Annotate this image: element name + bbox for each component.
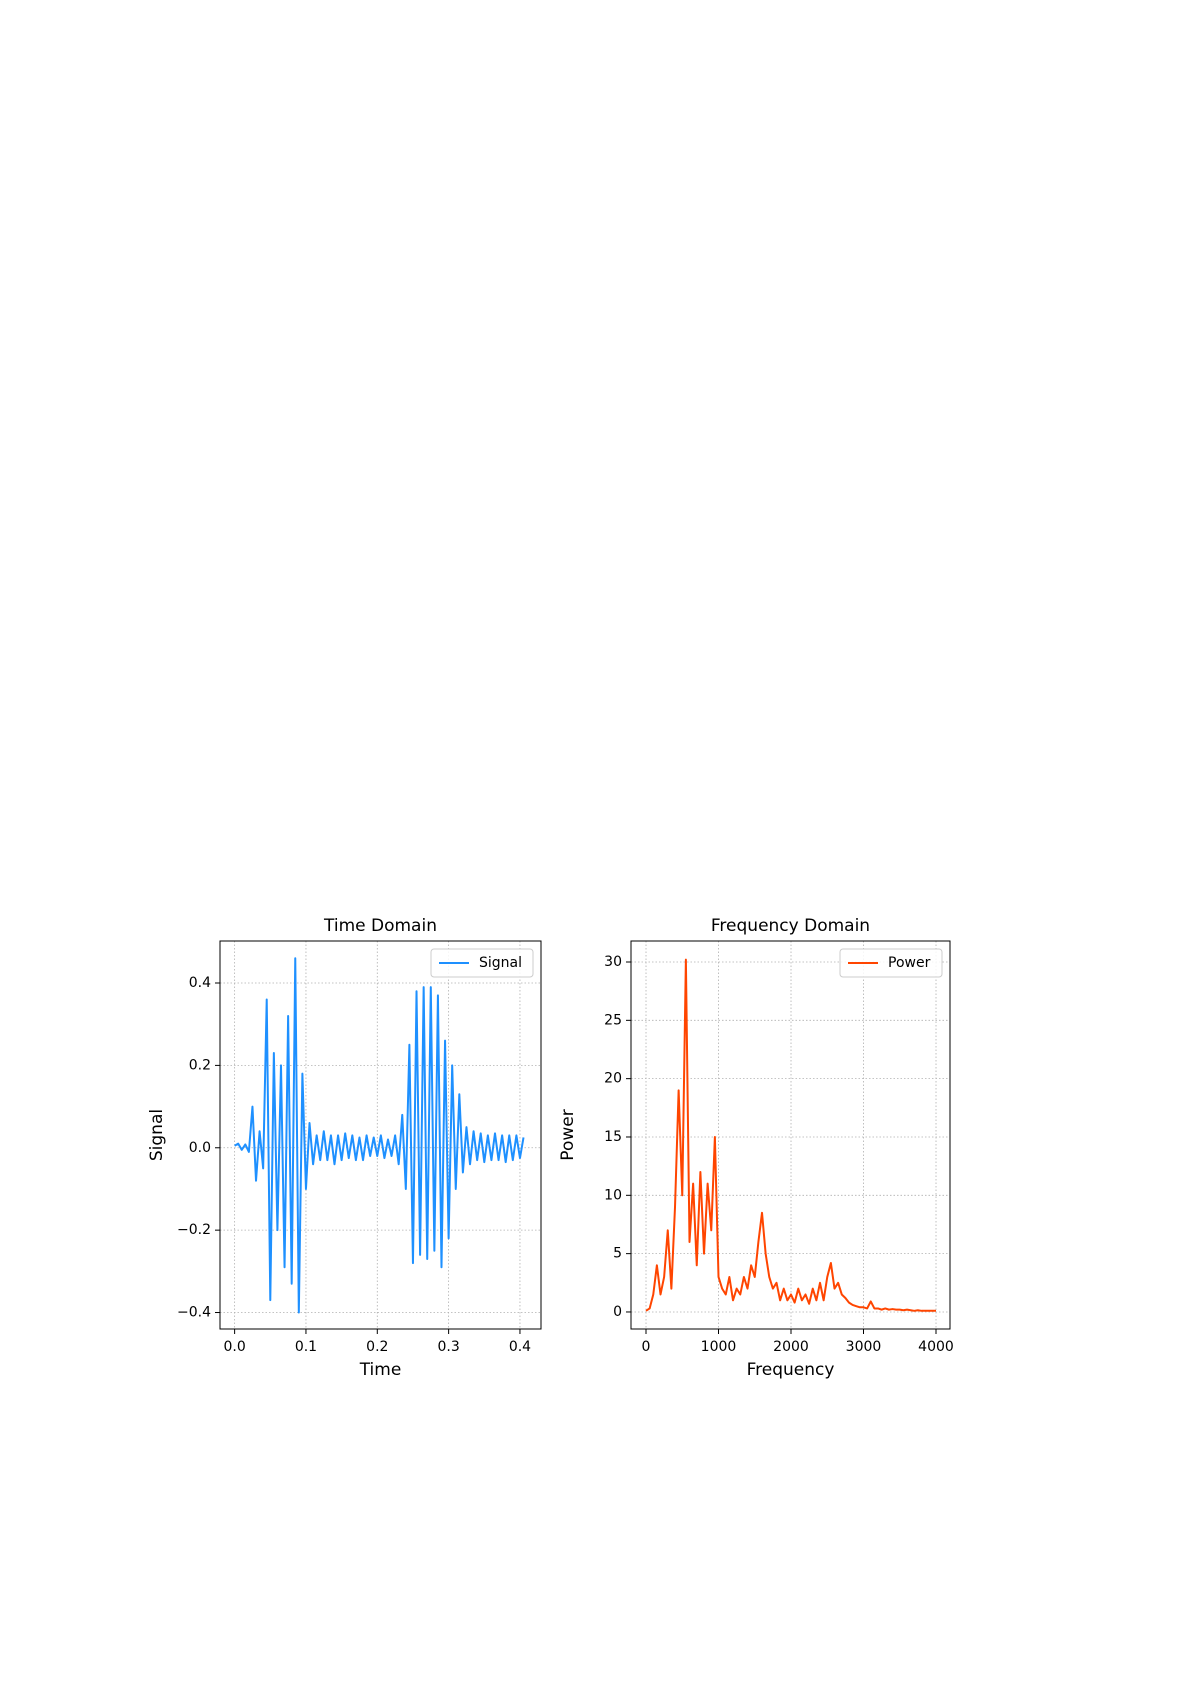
chart-title: Time Domain: [323, 916, 437, 936]
y-tick-label: 0.2: [189, 1057, 211, 1073]
x-axis-label: Frequency: [747, 1360, 835, 1380]
y-axis-label: Signal: [147, 1109, 167, 1161]
y-tick-label: 20: [604, 1071, 622, 1087]
legend: Power: [839, 948, 943, 978]
x-tick-label: 1000: [701, 1339, 737, 1355]
y-tick-label: 0.4: [189, 975, 211, 991]
y-tick-label: 25: [604, 1012, 622, 1028]
y-tick-label: −0.4: [177, 1305, 211, 1321]
y-tick-label: 5: [613, 1246, 622, 1262]
x-tick-label: 0.3: [437, 1339, 459, 1355]
chart: 0 1000 2000 3000 4000 0 5 10 15 20 25 30 Frequency D…: [558, 916, 954, 1380]
y-tick-label: 15: [604, 1129, 622, 1145]
x-tick-label: 0.1: [295, 1339, 317, 1355]
legend-label: Signal: [479, 955, 522, 971]
x-tick-label: 3000: [846, 1339, 882, 1355]
data-line: [234, 957, 525, 1314]
y-axis-label: Power: [558, 1109, 578, 1160]
axes-frame: [630, 940, 951, 1330]
legend-box: [839, 948, 943, 978]
x-tick-label: 0.4: [509, 1339, 531, 1355]
x-tick-label: 4000: [918, 1339, 954, 1355]
x-axis-label: Time: [359, 1360, 402, 1380]
plot-area: [234, 957, 525, 1314]
x-tick-label: 0: [642, 1339, 651, 1355]
legend: Signal: [430, 948, 534, 978]
y-tick-label: −0.2: [177, 1222, 211, 1238]
legend-box: [430, 948, 534, 978]
plot-area: [645, 958, 937, 1312]
chart: 0.0 0.1 0.2 0.3 0.4 −0.4 −0.2 0.0 0.2 0.4 Time Dom…: [147, 916, 542, 1380]
legend-label: Power: [888, 955, 931, 971]
y-tick-label: 30: [604, 954, 622, 970]
x-tick-label: 0.0: [223, 1339, 245, 1355]
x-tick-label: 2000: [773, 1339, 809, 1355]
y-tick-label: 0: [613, 1304, 622, 1320]
chart-title: Frequency Domain: [711, 916, 870, 936]
data-line: [645, 958, 937, 1312]
y-tick-label: 10: [604, 1187, 622, 1203]
y-tick-label: 0.0: [189, 1140, 211, 1156]
x-tick-label: 0.2: [366, 1339, 388, 1355]
axes-frame: [219, 940, 542, 1330]
